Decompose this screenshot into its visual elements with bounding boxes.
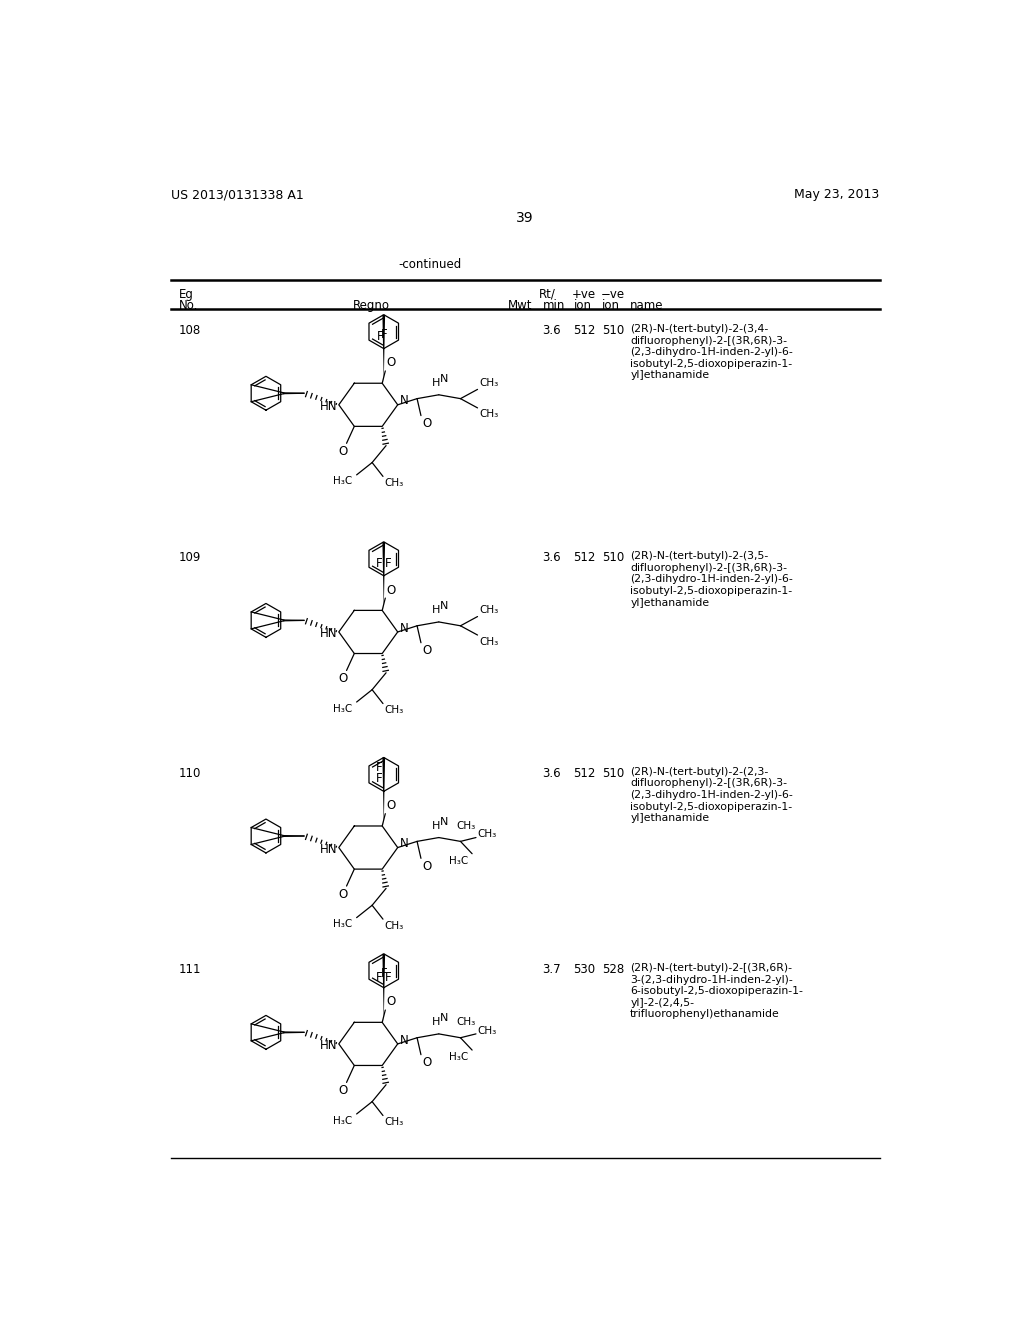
Text: Eg: Eg [178,288,194,301]
Text: O: O [386,356,395,370]
Text: Regno: Regno [352,300,390,313]
Polygon shape [382,758,385,826]
Text: F: F [381,327,387,341]
Text: H₃C: H₃C [449,1052,468,1063]
Text: 108: 108 [178,323,201,337]
Text: CH₃: CH₃ [479,409,499,420]
Text: 3.6: 3.6 [543,767,561,780]
Text: Rt/: Rt/ [539,288,556,301]
Text: 512: 512 [573,767,596,780]
Text: O: O [423,417,432,430]
Polygon shape [382,314,385,383]
Text: O: O [339,672,348,685]
Text: N: N [400,395,409,408]
Text: O: O [386,799,395,812]
Text: H₃C: H₃C [334,1115,352,1126]
Text: CH₃: CH₃ [385,478,403,488]
Text: 512: 512 [573,552,596,564]
Text: O: O [423,644,432,657]
Text: F: F [376,972,383,985]
Text: N: N [439,601,447,611]
Text: +ve: +ve [572,288,596,301]
Text: ion: ion [573,300,592,313]
Text: HN: HN [321,842,338,855]
Text: CH₃: CH₃ [457,1016,476,1027]
Text: N: N [439,374,447,384]
Text: CH₃: CH₃ [479,378,499,388]
Text: CH₃: CH₃ [385,705,403,715]
Text: min: min [543,300,565,313]
Text: H: H [432,1016,440,1027]
Text: H₃C: H₃C [334,704,352,714]
Text: O: O [386,995,395,1008]
Text: O: O [423,1056,432,1069]
Text: 111: 111 [178,964,201,975]
Text: CH₃: CH₃ [479,636,499,647]
Text: ion: ion [602,300,621,313]
Text: 512: 512 [573,323,596,337]
Text: (2R)-N-(tert-butyl)-2-[(3R,6R)-
3-(2,3-dihydro-1H-inden-2-yl)-
6-isobutyl-2,5-di: (2R)-N-(tert-butyl)-2-[(3R,6R)- 3-(2,3-d… [630,964,803,1019]
Text: (2R)-N-(tert-butyl)-2-(2,3-
difluorophenyl)-2-[(3R,6R)-3-
(2,3-dihydro-1H-inden-: (2R)-N-(tert-butyl)-2-(2,3- difluorophen… [630,767,793,824]
Text: -continued: -continued [398,259,462,271]
Text: CH₃: CH₃ [385,1117,403,1127]
Text: US 2013/0131338 A1: US 2013/0131338 A1 [171,187,303,201]
Text: 510: 510 [602,552,625,564]
Text: HN: HN [321,1039,338,1052]
Text: 528: 528 [602,964,625,975]
Text: −ve: −ve [601,288,625,301]
Polygon shape [382,954,385,1022]
Text: H₃C: H₃C [334,477,352,486]
Text: 3.7: 3.7 [543,964,561,975]
Text: 510: 510 [602,767,625,780]
Text: CH₃: CH₃ [457,821,476,830]
Text: F: F [385,557,391,570]
Text: O: O [339,445,348,458]
Text: H: H [432,605,440,615]
Text: May 23, 2013: May 23, 2013 [795,187,880,201]
Text: CH₃: CH₃ [385,921,403,931]
Text: F: F [381,968,387,979]
Text: N: N [400,837,409,850]
Text: O: O [423,859,432,873]
Text: O: O [339,887,348,900]
Text: F: F [385,972,391,985]
Text: N: N [439,1014,447,1023]
Text: H: H [432,378,440,388]
Polygon shape [382,543,385,610]
Text: 110: 110 [178,767,201,780]
Text: H₃C: H₃C [334,919,352,929]
Text: CH₃: CH₃ [479,605,499,615]
Text: HN: HN [321,627,338,640]
Text: Mwt: Mwt [508,300,532,313]
Text: CH₃: CH₃ [477,829,497,840]
Text: name: name [630,300,664,313]
Text: No.: No. [178,300,198,313]
Text: H: H [432,821,440,830]
Text: F: F [376,557,383,570]
Text: (2R)-N-(tert-butyl)-2-(3,5-
difluorophenyl)-2-[(3R,6R)-3-
(2,3-dihydro-1H-inden-: (2R)-N-(tert-butyl)-2-(3,5- difluorophen… [630,552,793,607]
Text: CH₃: CH₃ [477,1026,497,1036]
Text: F: F [376,760,383,774]
Text: 510: 510 [602,323,625,337]
Text: N: N [400,622,409,635]
Text: N: N [439,817,447,826]
Text: HN: HN [321,400,338,413]
Text: 530: 530 [573,964,596,975]
Text: O: O [339,1084,348,1097]
Text: H₃C: H₃C [449,855,468,866]
Text: F: F [376,772,383,785]
Text: (2R)-N-(tert-butyl)-2-(3,4-
difluorophenyl)-2-[(3R,6R)-3-
(2,3-dihydro-1H-inden-: (2R)-N-(tert-butyl)-2-(3,4- difluorophen… [630,323,793,380]
Text: N: N [400,1034,409,1047]
Text: 3.6: 3.6 [543,552,561,564]
Text: O: O [386,583,395,597]
Text: F: F [377,330,383,343]
Text: 3.6: 3.6 [543,323,561,337]
Text: 39: 39 [516,211,534,226]
Text: 109: 109 [178,552,201,564]
